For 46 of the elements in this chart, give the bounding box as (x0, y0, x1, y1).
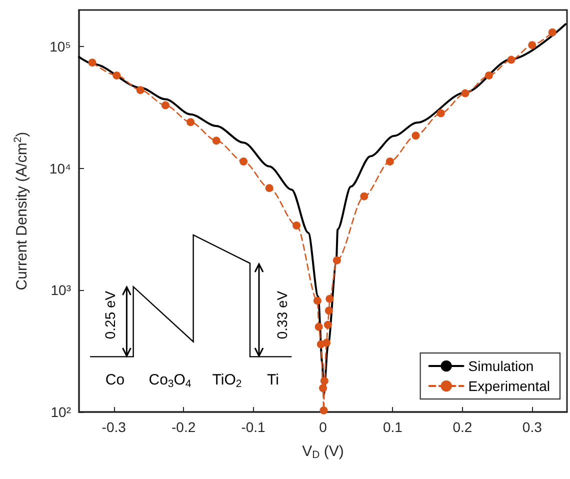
annotation: Ti (267, 372, 279, 388)
point (319, 384, 327, 392)
point (320, 406, 328, 414)
x-tick-label: 0.2 (452, 419, 472, 435)
point (88, 58, 96, 67)
point (324, 320, 332, 329)
x-tick-label: -0.3 (102, 419, 126, 435)
annotation: 0.25 eV (102, 290, 118, 340)
x-tick-label: -0.2 (172, 419, 196, 435)
legend-label: Experimental (468, 378, 550, 394)
point (161, 101, 170, 110)
y-tick-label: 10⁵ (50, 38, 71, 55)
point (212, 136, 220, 145)
point (507, 56, 516, 64)
point (136, 86, 144, 94)
point (324, 306, 333, 315)
point (461, 89, 470, 98)
y-axis-title: Current Density (A/cm2) (12, 132, 30, 290)
point (332, 256, 341, 264)
point (265, 184, 274, 192)
point (412, 132, 420, 140)
annotation: Co (105, 372, 125, 388)
legend-label: Simulation (468, 358, 534, 374)
annotation: 0.33 eV (274, 290, 290, 340)
point (292, 222, 301, 230)
point (386, 158, 394, 166)
y-tick-label: 10³ (50, 282, 72, 298)
point (528, 41, 536, 50)
point (313, 296, 322, 305)
point (436, 109, 445, 118)
point (240, 158, 248, 166)
point (112, 71, 121, 80)
x-tick-label: 0.1 (382, 419, 403, 435)
x-tick-label: 0.3 (522, 419, 542, 435)
point (186, 118, 195, 126)
x-tick-label: -0.1 (241, 419, 266, 435)
y-tick-label: 10² (50, 404, 72, 420)
point (360, 192, 368, 200)
point (326, 294, 334, 303)
x-tick-label: 0 (319, 419, 328, 435)
point (314, 322, 323, 331)
y-tick-label: 10⁴ (49, 160, 71, 176)
point (484, 71, 493, 80)
point (548, 28, 556, 36)
point (320, 376, 328, 385)
point (322, 338, 330, 347)
